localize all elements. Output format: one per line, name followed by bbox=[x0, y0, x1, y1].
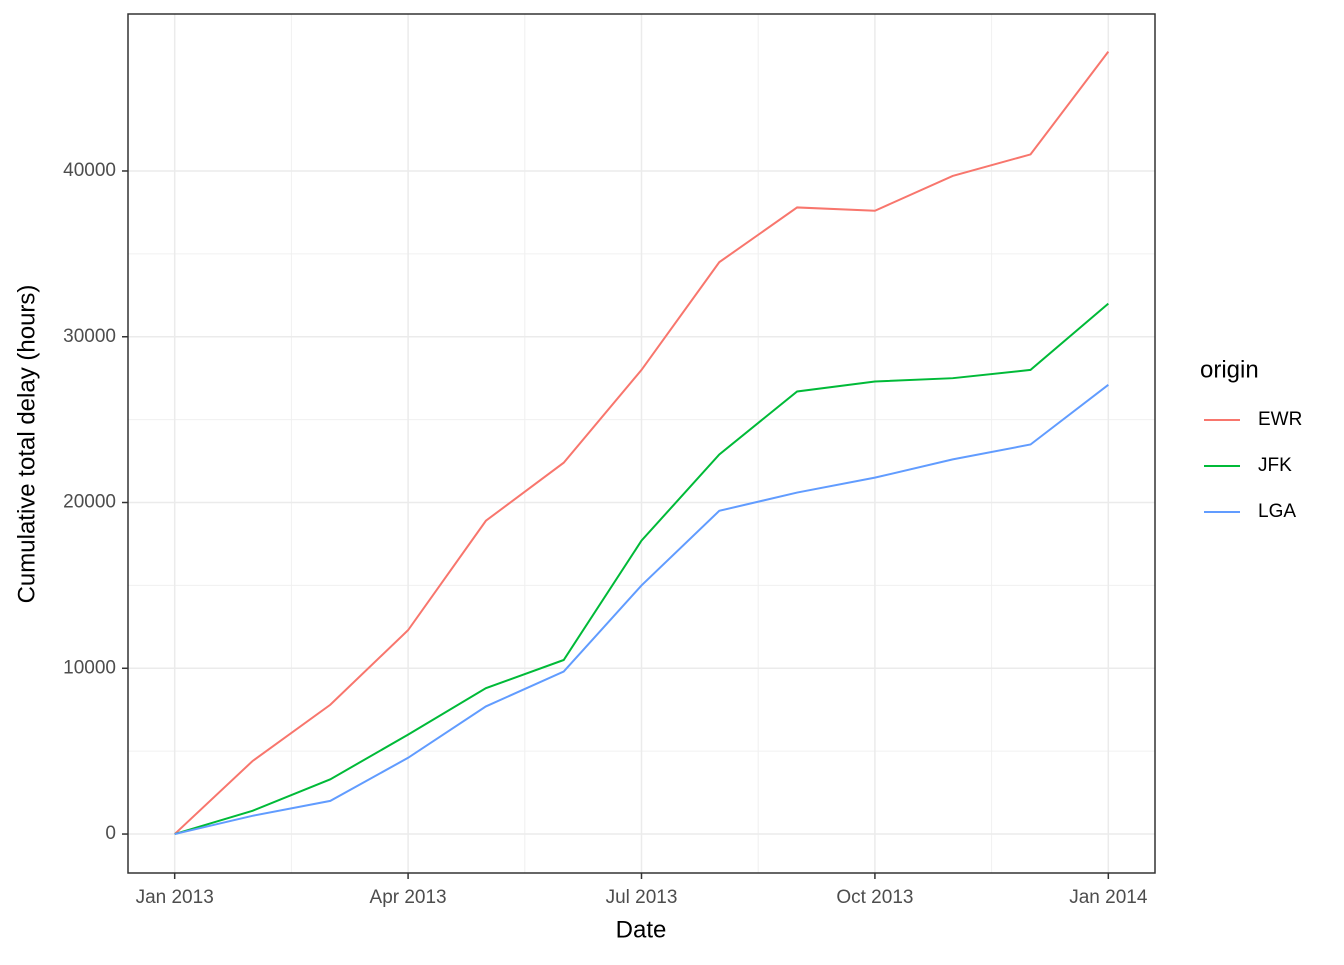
line bbox=[174, 302, 1109, 836]
x-tick-label: Apr 2013 bbox=[370, 887, 447, 908]
legend-label: JFK bbox=[1258, 455, 1292, 476]
y-tick-label: 20000 bbox=[63, 492, 116, 513]
legend-label: EWR bbox=[1258, 409, 1302, 430]
x-tick-label: Jan 2014 bbox=[1069, 887, 1148, 908]
y-tick-label: 30000 bbox=[63, 326, 116, 347]
legend-title: origin bbox=[1200, 356, 1259, 383]
x-tick-label: Oct 2013 bbox=[836, 887, 913, 908]
y-tick-label: 10000 bbox=[63, 657, 116, 678]
x-tick-label: Jan 2013 bbox=[136, 887, 214, 908]
panel-border bbox=[127, 13, 1156, 874]
x-axis-title: Date bbox=[616, 916, 667, 943]
line bbox=[174, 384, 1109, 836]
x-tick-label: Jul 2013 bbox=[606, 887, 678, 908]
y-tick-label: 0 bbox=[105, 823, 116, 844]
legend-label: LGA bbox=[1258, 501, 1296, 522]
line bbox=[173, 51, 1110, 835]
y-axis-title: Cumulative total delay (hours) bbox=[13, 285, 40, 604]
y-tick-label: 40000 bbox=[63, 160, 116, 181]
